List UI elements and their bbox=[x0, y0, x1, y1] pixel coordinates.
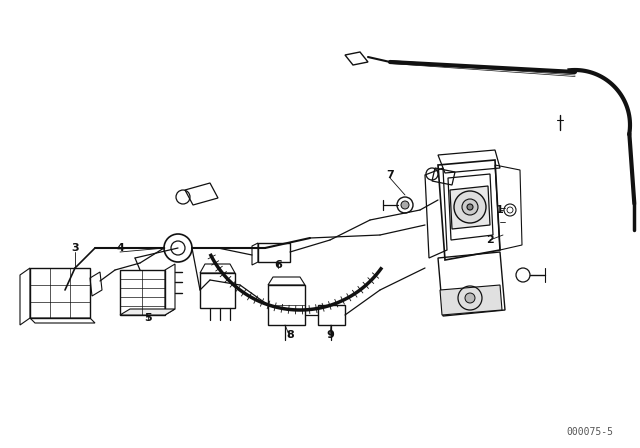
Circle shape bbox=[467, 204, 473, 210]
Text: 4: 4 bbox=[116, 243, 124, 253]
Text: 9: 9 bbox=[326, 330, 334, 340]
Text: 2: 2 bbox=[486, 235, 494, 245]
Text: 1: 1 bbox=[496, 205, 504, 215]
Circle shape bbox=[454, 191, 486, 223]
Polygon shape bbox=[440, 285, 502, 315]
Text: 6: 6 bbox=[274, 260, 282, 270]
Text: 8: 8 bbox=[286, 330, 294, 340]
Text: 7: 7 bbox=[386, 170, 394, 180]
Text: 5: 5 bbox=[144, 313, 152, 323]
Polygon shape bbox=[450, 186, 490, 229]
Circle shape bbox=[465, 293, 475, 303]
Polygon shape bbox=[120, 309, 175, 315]
Text: 000075-5: 000075-5 bbox=[566, 427, 614, 437]
Circle shape bbox=[462, 199, 478, 215]
Text: 3: 3 bbox=[71, 243, 79, 253]
Circle shape bbox=[401, 201, 409, 209]
